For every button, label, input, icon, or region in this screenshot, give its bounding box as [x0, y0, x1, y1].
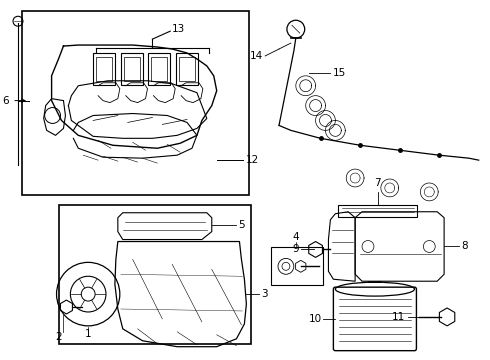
Text: 7: 7 — [374, 178, 381, 188]
Bar — [93, 53, 115, 85]
Text: 12: 12 — [245, 155, 259, 165]
Text: 11: 11 — [392, 312, 406, 322]
Text: 5: 5 — [239, 220, 245, 230]
Text: 14: 14 — [250, 51, 263, 61]
Bar — [176, 53, 198, 85]
Bar — [22, 11, 249, 195]
Text: 3: 3 — [261, 289, 268, 299]
Bar — [121, 53, 143, 85]
Bar — [179, 57, 195, 81]
Text: 6: 6 — [2, 96, 9, 105]
Bar — [148, 53, 170, 85]
Bar — [124, 57, 140, 81]
Text: 2: 2 — [55, 332, 62, 342]
Bar — [338, 205, 417, 217]
Text: 8: 8 — [461, 242, 467, 252]
Bar — [96, 57, 112, 81]
Text: 15: 15 — [332, 68, 345, 78]
Text: 1: 1 — [85, 329, 92, 339]
Text: 13: 13 — [172, 24, 186, 34]
Text: 4: 4 — [293, 231, 299, 242]
Bar — [151, 57, 167, 81]
Bar — [58, 205, 251, 344]
Bar — [271, 247, 322, 285]
Text: 9: 9 — [292, 244, 299, 255]
Text: 10: 10 — [308, 314, 321, 324]
